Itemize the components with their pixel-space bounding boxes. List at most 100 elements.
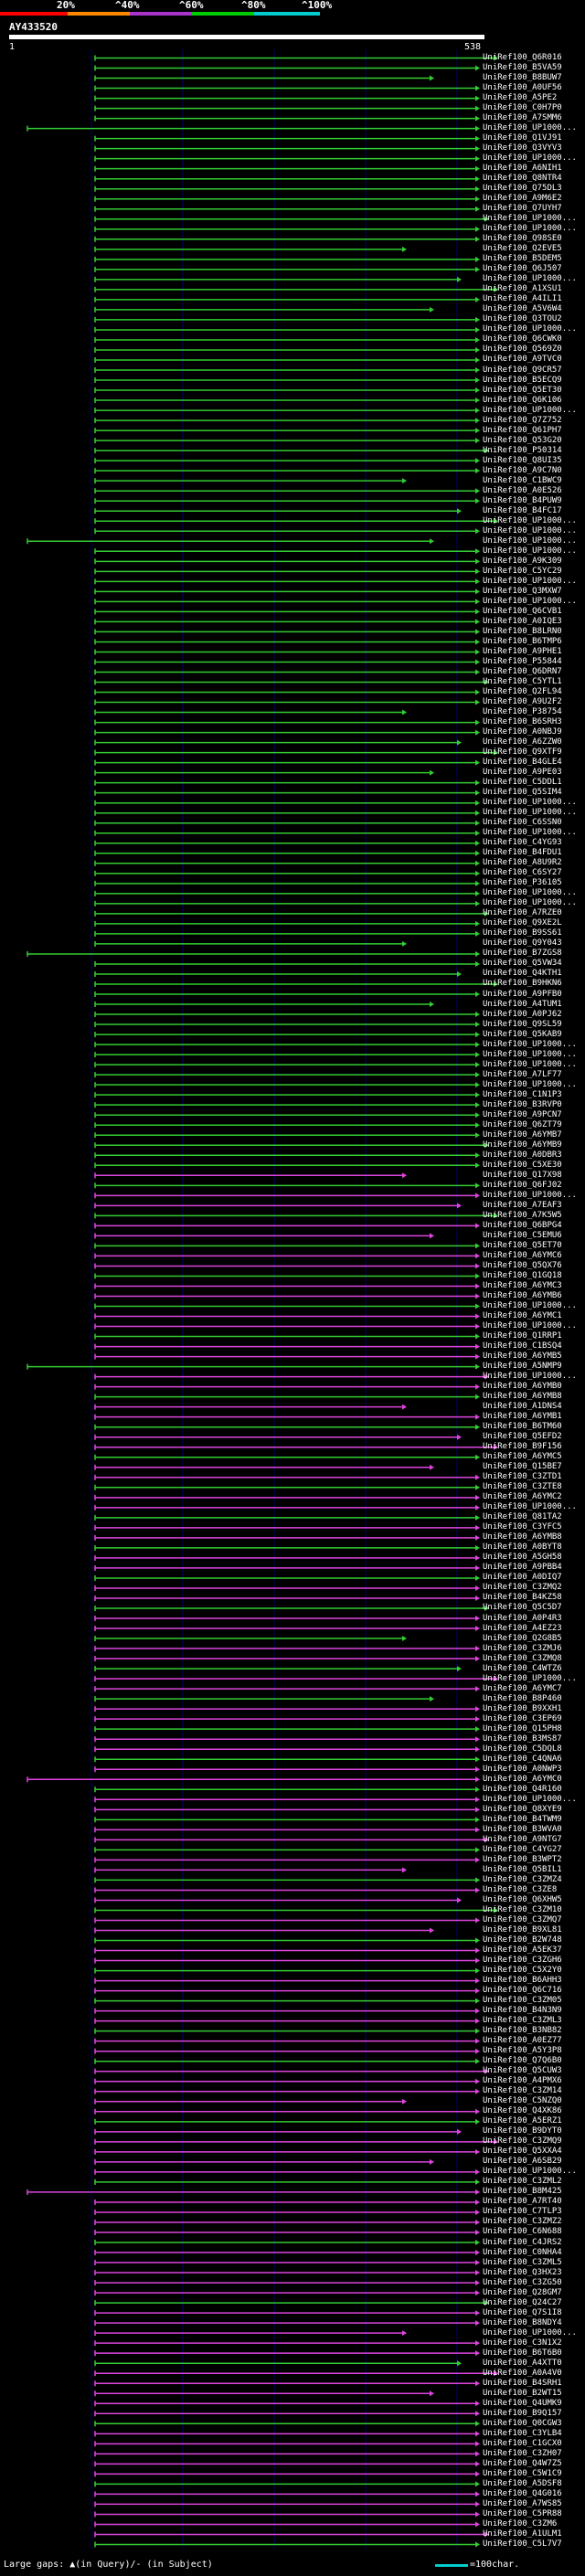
- hit-label[interactable]: UniRef100_A6ZZW0: [483, 737, 562, 747]
- hit-label[interactable]: UniRef100_B9SS61: [483, 928, 562, 938]
- hit-label[interactable]: UniRef100_Q4R160: [483, 1784, 562, 1794]
- hit-label[interactable]: UniRef100_C3ZE8: [483, 1884, 558, 1894]
- hit-label[interactable]: UniRef100_A6YMC2: [483, 1492, 562, 1502]
- hit-label[interactable]: UniRef100_Q5EFD2: [483, 1432, 562, 1442]
- hit-label[interactable]: UniRef100_UP1000...: [483, 1190, 577, 1200]
- hit-label[interactable]: UniRef100_Q2EVE5: [483, 244, 562, 254]
- hit-label[interactable]: UniRef100_Q5CUW3: [483, 2066, 562, 2076]
- hit-label[interactable]: UniRef100_A0IQE3: [483, 616, 562, 626]
- hit-label[interactable]: UniRef100_A0E526: [483, 485, 562, 495]
- hit-label[interactable]: UniRef100_A7EAF3: [483, 1200, 562, 1210]
- hit-label[interactable]: UniRef100_P36105: [483, 878, 562, 888]
- hit-label[interactable]: UniRef100_UP1000...: [483, 405, 577, 415]
- hit-label[interactable]: UniRef100_A9M6E2: [483, 194, 562, 204]
- hit-label[interactable]: UniRef100_C3ZMJ6: [483, 1643, 562, 1653]
- hit-label[interactable]: UniRef100_C1BWC9: [483, 475, 562, 485]
- hit-label[interactable]: UniRef100_C3ZM05: [483, 1996, 562, 2006]
- hit-label[interactable]: UniRef100_Q24C27: [483, 2297, 562, 2307]
- hit-label[interactable]: UniRef100_UP1000...: [483, 154, 577, 164]
- hit-label[interactable]: UniRef100_A0PJ62: [483, 1009, 562, 1019]
- hit-label[interactable]: UniRef100_B8NDY4: [483, 2317, 562, 2327]
- hit-label[interactable]: UniRef100_B8P460: [483, 1693, 562, 1703]
- hit-label[interactable]: UniRef100_C3N1X2: [483, 2337, 562, 2348]
- hit-label[interactable]: UniRef100_C3ZMQ7: [483, 1914, 562, 1924]
- hit-label[interactable]: UniRef100_A6YMB9: [483, 1140, 562, 1150]
- hit-label[interactable]: UniRef100_C3ZM10: [483, 1904, 562, 1914]
- hit-label[interactable]: UniRef100_A4TUM1: [483, 999, 562, 1009]
- hit-label[interactable]: UniRef100_C3YLB4: [483, 2428, 562, 2438]
- hit-label[interactable]: UniRef100_A1ULM1: [483, 2528, 562, 2539]
- hit-label[interactable]: UniRef100_A6YMC6: [483, 1250, 562, 1260]
- hit-label[interactable]: UniRef100_B8BUW7: [483, 73, 562, 83]
- hit-label[interactable]: UniRef100_B9F156: [483, 1442, 562, 1452]
- hit-label[interactable]: UniRef100_Q6FJ02: [483, 1180, 562, 1190]
- hit-label[interactable]: UniRef100_C5YTL1: [483, 677, 562, 686]
- hit-label[interactable]: UniRef100_Q15PH8: [483, 1723, 562, 1733]
- hit-label[interactable]: UniRef100_C5X2Y0: [483, 1966, 562, 1976]
- hit-label[interactable]: UniRef100_C3EP69: [483, 1713, 562, 1723]
- hit-label[interactable]: UniRef100_Q5VW34: [483, 959, 562, 969]
- hit-label[interactable]: UniRef100_Q53G20: [483, 435, 562, 445]
- hit-label[interactable]: UniRef100_B5DEM5: [483, 254, 562, 264]
- hit-label[interactable]: UniRef100_C3ZM14: [483, 2086, 562, 2096]
- hit-label[interactable]: UniRef100_A8U9R2: [483, 858, 562, 868]
- hit-label[interactable]: UniRef100_A9TVC0: [483, 355, 562, 365]
- hit-label[interactable]: UniRef100_B4PUW9: [483, 495, 562, 505]
- hit-label[interactable]: UniRef100_C1N1P3: [483, 1089, 562, 1099]
- hit-label[interactable]: UniRef100_C3ZML5: [483, 2257, 562, 2267]
- hit-label[interactable]: UniRef100_UP1000...: [483, 2327, 577, 2337]
- hit-label[interactable]: UniRef100_B9DYT0: [483, 2126, 562, 2136]
- hit-label[interactable]: UniRef100_Q5BIL1: [483, 1864, 562, 1874]
- hit-label[interactable]: UniRef100_B4KZ58: [483, 1593, 562, 1603]
- hit-label[interactable]: UniRef100_B3WVA0: [483, 1824, 562, 1834]
- hit-label[interactable]: UniRef100_A9PBB4: [483, 1563, 562, 1573]
- hit-label[interactable]: UniRef100_B2WT15: [483, 2388, 562, 2398]
- hit-label[interactable]: UniRef100_B9Q157: [483, 2408, 562, 2418]
- hit-label[interactable]: UniRef100_UP1000...: [483, 576, 577, 586]
- hit-label[interactable]: UniRef100_A6SB29: [483, 2157, 562, 2167]
- hit-label[interactable]: UniRef100_A4ILI1: [483, 294, 562, 304]
- hit-label[interactable]: UniRef100_C4QNA6: [483, 1754, 562, 1764]
- hit-label[interactable]: UniRef100_A6YMC3: [483, 1280, 562, 1290]
- hit-label[interactable]: UniRef100_Q2G8B5: [483, 1633, 562, 1643]
- hit-label[interactable]: UniRef100_P55844: [483, 656, 562, 666]
- hit-label[interactable]: UniRef100_P50314: [483, 445, 562, 455]
- hit-label[interactable]: UniRef100_A0DIQ7: [483, 1573, 562, 1583]
- hit-label[interactable]: UniRef100_C3ZMZ2: [483, 2217, 562, 2227]
- hit-label[interactable]: UniRef100_A0UF56: [483, 83, 562, 93]
- hit-label[interactable]: UniRef100_A6YMC7: [483, 1683, 562, 1693]
- hit-label[interactable]: UniRef100_C4YG93: [483, 838, 562, 848]
- hit-label[interactable]: UniRef100_C5EMU6: [483, 1230, 562, 1240]
- hit-label[interactable]: UniRef100_UP1000...: [483, 224, 577, 234]
- hit-label[interactable]: UniRef100_C5L7V7: [483, 2539, 562, 2549]
- hit-label[interactable]: UniRef100_C3ZMQ2: [483, 1583, 562, 1593]
- hit-label[interactable]: UniRef100_B6TMP6: [483, 636, 562, 646]
- hit-label[interactable]: UniRef100_A7WS85: [483, 2498, 562, 2508]
- hit-label[interactable]: UniRef100_A6YMC5: [483, 1452, 562, 1462]
- hit-label[interactable]: UniRef100_A7LF77: [483, 1069, 562, 1079]
- hit-label[interactable]: UniRef100_A9PE03: [483, 768, 562, 778]
- hit-label[interactable]: UniRef100_UP1000...: [483, 324, 577, 334]
- hit-label[interactable]: UniRef100_A5GH58: [483, 1553, 562, 1563]
- hit-label[interactable]: UniRef100_Q4UMK9: [483, 2398, 562, 2408]
- hit-label[interactable]: UniRef100_Q569Z0: [483, 345, 562, 355]
- hit-label[interactable]: UniRef100_Q4G016: [483, 2488, 562, 2498]
- hit-label[interactable]: UniRef100_Q4KTH1: [483, 969, 562, 979]
- hit-label[interactable]: UniRef100_A6YMC1: [483, 1311, 562, 1321]
- hit-label[interactable]: UniRef100_Q81TA2: [483, 1512, 562, 1522]
- hit-label[interactable]: UniRef100_C5DQL8: [483, 1744, 562, 1754]
- hit-label[interactable]: UniRef100_UP1000...: [483, 1049, 577, 1059]
- hit-label[interactable]: UniRef100_Q6DRN7: [483, 666, 562, 676]
- hit-label[interactable]: UniRef100_B6SRH3: [483, 717, 562, 727]
- hit-label[interactable]: UniRef100_B6TM60: [483, 1422, 562, 1432]
- hit-label[interactable]: UniRef100_Q61PH7: [483, 425, 562, 435]
- hit-label[interactable]: UniRef100_B2W748: [483, 1935, 562, 1945]
- hit-label[interactable]: UniRef100_UP1000...: [483, 2167, 577, 2177]
- hit-label[interactable]: UniRef100_Q7UYH7: [483, 204, 562, 214]
- hit-label[interactable]: UniRef100_B9HKN6: [483, 979, 562, 989]
- hit-label[interactable]: UniRef100_UP1000...: [483, 1794, 577, 1804]
- hit-label[interactable]: UniRef100_Q15BE7: [483, 1462, 562, 1472]
- hit-label[interactable]: UniRef100_Q6J507: [483, 264, 562, 274]
- hit-label[interactable]: UniRef100_A6YMB6: [483, 1290, 562, 1300]
- hit-label[interactable]: UniRef100_Q5C5D7: [483, 1603, 562, 1613]
